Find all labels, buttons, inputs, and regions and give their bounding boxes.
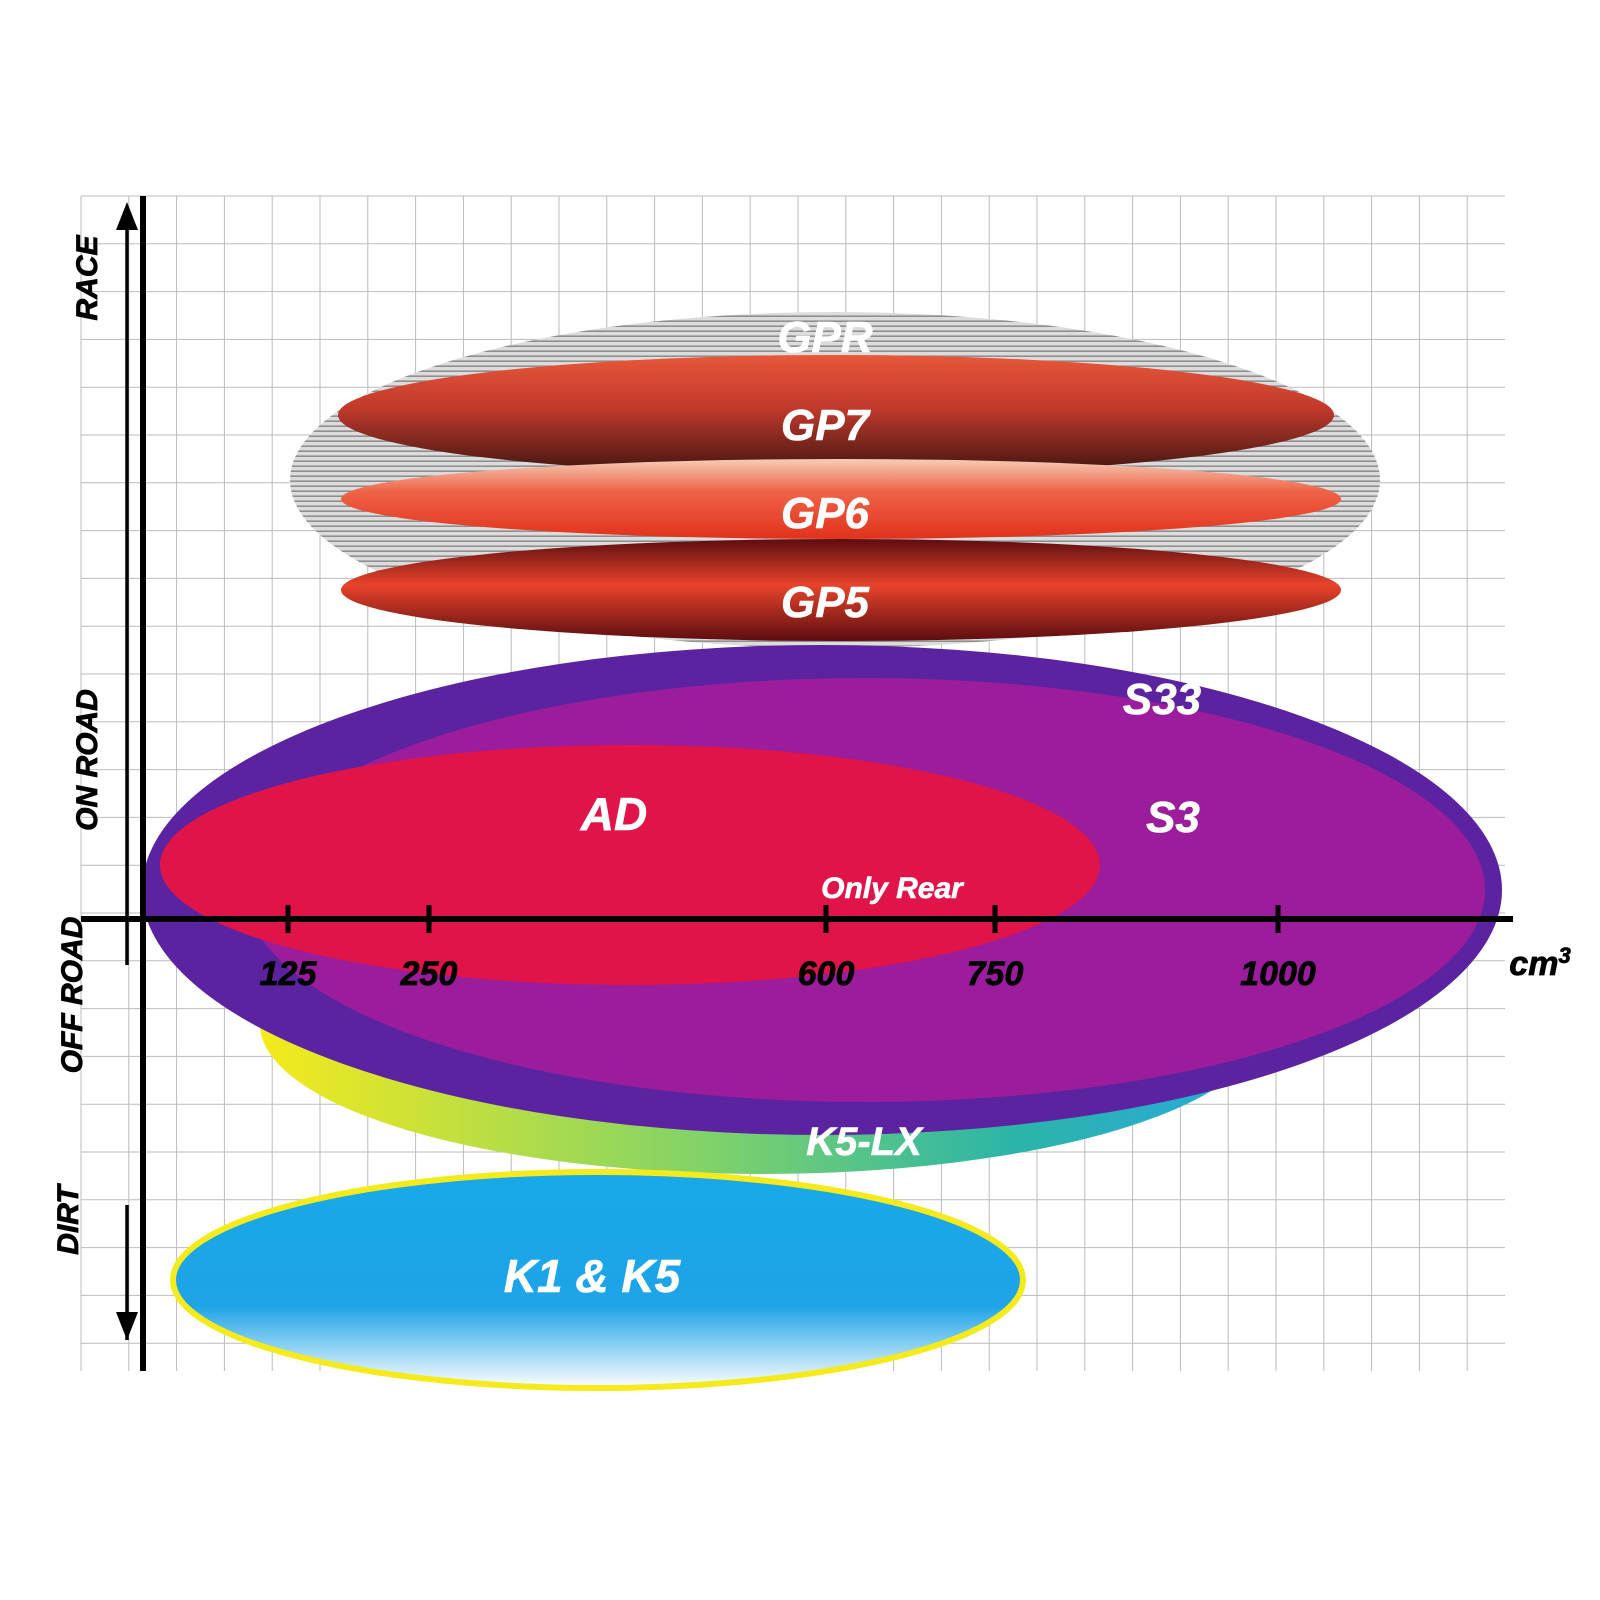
- svg-text:OFF ROAD: OFF ROAD: [56, 917, 89, 1074]
- svg-text:GP6: GP6: [781, 489, 870, 538]
- svg-text:DIRT: DIRT: [52, 1183, 85, 1255]
- svg-text:600: 600: [798, 955, 855, 993]
- svg-text:S3: S3: [1146, 793, 1200, 842]
- svg-text:1000: 1000: [1240, 955, 1316, 993]
- svg-text:cm3: cm3: [1509, 943, 1570, 984]
- svg-text:ON ROAD: ON ROAD: [71, 689, 104, 831]
- svg-text:S33: S33: [1123, 675, 1201, 724]
- svg-text:750: 750: [967, 955, 1024, 993]
- svg-text:K5-LX: K5-LX: [806, 1120, 924, 1164]
- svg-text:Only Rear: Only Rear: [821, 872, 965, 905]
- svg-text:GPR: GPR: [777, 313, 873, 362]
- svg-text:AD: AD: [580, 788, 647, 840]
- svg-text:GP5: GP5: [781, 578, 870, 627]
- svg-text:RACE: RACE: [71, 235, 104, 321]
- svg-text:GP7: GP7: [781, 401, 872, 450]
- svg-text:125: 125: [260, 955, 318, 993]
- svg-text:250: 250: [400, 955, 458, 993]
- svg-text:K1 & K5: K1 & K5: [504, 1250, 682, 1302]
